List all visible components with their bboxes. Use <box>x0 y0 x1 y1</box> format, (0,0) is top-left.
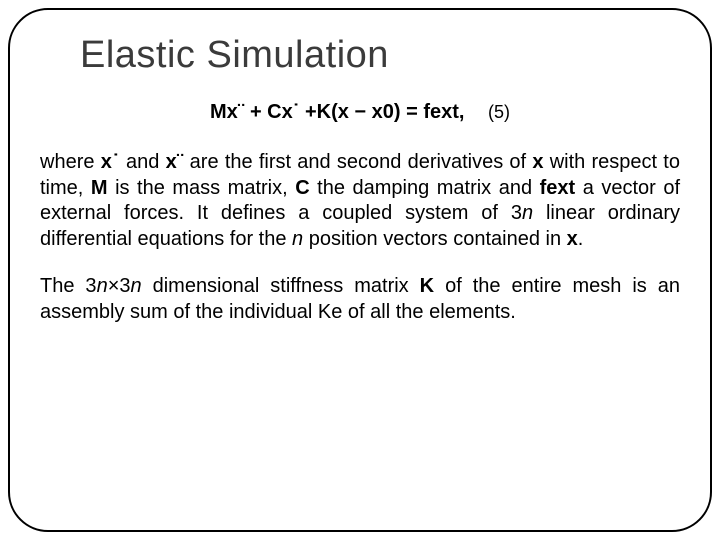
slide: Elastic Simulation Mx¨ + Cx˙ +K(x − x0) … <box>0 0 720 540</box>
slide-title: Elastic Simulation <box>80 34 680 77</box>
equation-text: Mx¨ + Cx˙ +K(x − x0) = fext, <box>210 101 465 123</box>
paragraph-2: The 3n×3n dimensional stiffness matrix K… <box>40 274 680 325</box>
text: dimensional stiffness matrix <box>142 275 420 297</box>
text: . <box>578 228 584 250</box>
text: where <box>40 151 101 173</box>
text: is the mass matrix, <box>108 177 296 199</box>
var-x: x <box>532 151 543 173</box>
text: and <box>120 151 166 173</box>
text: position vectors contained in <box>303 228 567 250</box>
equation-line: Mx¨ + Cx˙ +K(x − x0) = fext, (5) <box>40 101 680 124</box>
text: The 3 <box>40 275 97 297</box>
paragraph-1: where x˙ and x¨ are the first and second… <box>40 150 680 252</box>
slide-frame: Elastic Simulation Mx¨ + Cx˙ +K(x − x0) … <box>8 8 712 532</box>
var-fext: fext <box>540 177 576 199</box>
var-C: C <box>295 177 309 199</box>
var-n: n <box>97 275 108 297</box>
var-n: n <box>292 228 303 250</box>
text: ×3 <box>108 275 131 297</box>
var-n: n <box>522 202 533 224</box>
var-K: K <box>420 275 434 297</box>
var-x: x <box>567 228 578 250</box>
text: are the first and second derivatives of <box>183 151 532 173</box>
xdot: x˙ <box>101 151 120 173</box>
equation-number: (5) <box>488 102 510 122</box>
xddot: x¨ <box>166 151 184 173</box>
text: the damping matrix and <box>310 177 540 199</box>
var-M: M <box>91 177 108 199</box>
var-n: n <box>131 275 142 297</box>
